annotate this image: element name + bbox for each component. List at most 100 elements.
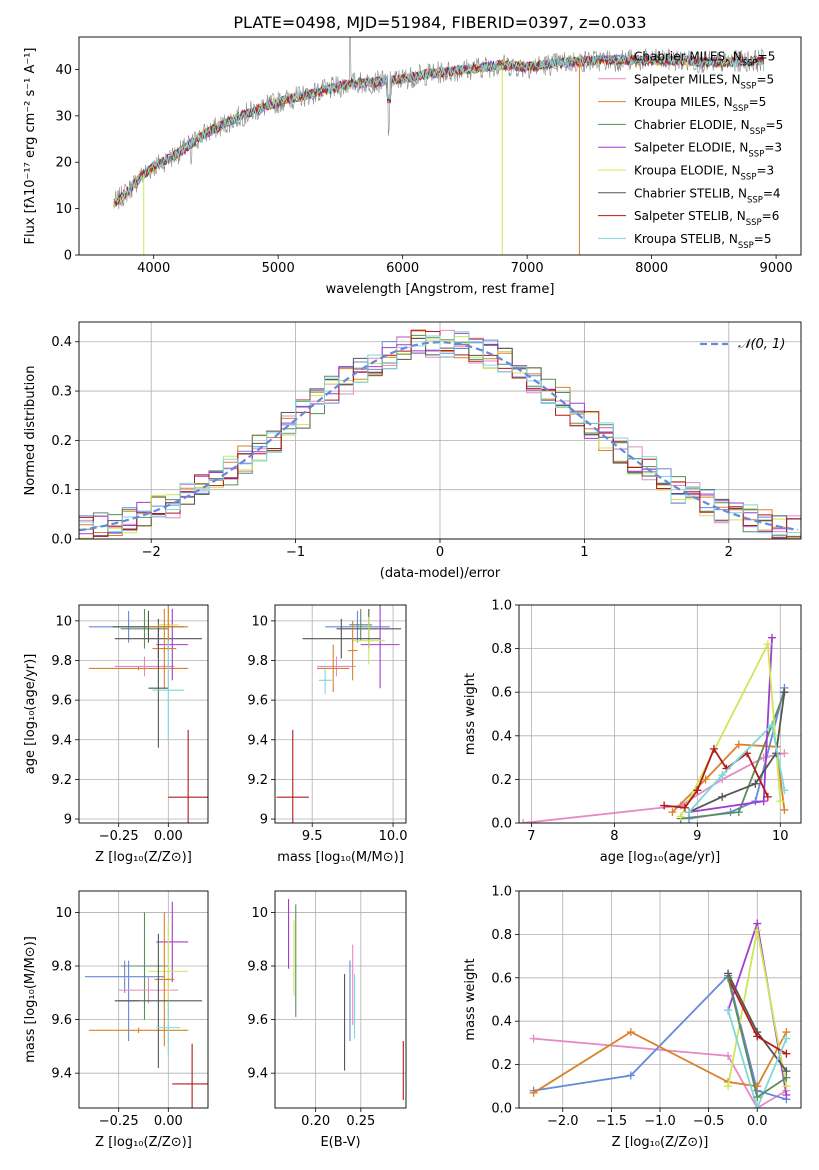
weight-point-marker — [767, 633, 776, 642]
weight-point-marker — [780, 786, 789, 795]
y-tick-label: 0.4 — [491, 729, 512, 744]
legend-label: Kroupa ELODIE, NSSP=3 — [634, 164, 774, 183]
weight-point-marker — [529, 1034, 538, 1043]
legend-label-tail: =6 — [762, 209, 780, 223]
error-bar-point — [156, 1000, 181, 1055]
error-bar-point — [276, 729, 309, 823]
weight-point-marker — [693, 786, 702, 795]
error-bar-point — [156, 608, 189, 681]
y-tick-label: 20 — [55, 156, 72, 171]
y-tick-label: 30 — [55, 109, 72, 124]
legend-label-sub: SSP — [746, 218, 762, 228]
y-tick-label: 9.8 — [51, 960, 72, 975]
y-tick-label: 1.0 — [491, 885, 512, 900]
weight-point-marker — [780, 805, 789, 814]
panel-mass-vs-age: 9.5 10.0 9 9.2 9.4 9.6 9.8 10 mass [log₁₀(M/M⊙)] — [247, 604, 408, 865]
x-tick-label: 8000 — [635, 261, 668, 276]
legend-label-sub: SSP — [738, 241, 754, 251]
legend-label-text: Kroupa MILES, N — [634, 95, 733, 109]
weight-point-marker — [753, 926, 762, 935]
weight-point-marker — [782, 1090, 791, 1099]
x-axis-label: age [log₁₀(age/yr)] — [600, 850, 721, 865]
error-bar-point — [114, 933, 203, 1068]
x-tick-label: −0.5 — [693, 1114, 725, 1129]
plot-content — [529, 919, 791, 1108]
weight-point-marker — [782, 1049, 791, 1058]
x-axis-label: Z [log₁₀(Z/Z⊙)] — [95, 1135, 192, 1150]
legend-label-sub: SSP — [733, 104, 749, 114]
x-tick-label: 10.0 — [379, 829, 408, 844]
legend-label-sub: SSP — [747, 195, 763, 205]
error-bar-point — [302, 618, 381, 659]
weight-point-marker — [685, 808, 694, 817]
x-axis-label: (data-model)/error — [380, 566, 501, 581]
panel-Z-vs-age: −0.25 0.00 9 9.2 9.4 9.6 9.8 10 Z [log₁₀(Z/Z⊙)] a… — [23, 604, 209, 865]
legend-label-tail: =5 — [766, 118, 784, 132]
y-axis-label: mass weight — [463, 673, 478, 755]
x-tick-label: 7000 — [511, 261, 544, 276]
plot-frame — [274, 890, 407, 1109]
y-axis-label: mass weight — [463, 958, 478, 1040]
y-tick-label: 10 — [55, 202, 72, 217]
y-tick-label: 9 — [260, 813, 268, 828]
y-tick-label: 0 — [64, 249, 72, 264]
x-axis-label: wavelength [Angstrom, rest frame] — [326, 282, 555, 297]
x-tick-label: −0.25 — [99, 1114, 139, 1129]
x-tick-label: −0.25 — [99, 829, 139, 844]
weight-point-marker — [767, 720, 776, 729]
weight-point-marker — [734, 740, 743, 749]
error-bar-point — [148, 628, 169, 748]
figure-title: PLATE=0498, MJD=51984, FIBERID=0397, z=0… — [233, 13, 646, 32]
plot-area — [79, 891, 208, 1108]
x-tick-label: 8 — [610, 829, 618, 844]
weight-point-marker — [529, 1088, 538, 1097]
x-tick-label: −1.0 — [644, 1114, 676, 1129]
legend-label-tail: =5 — [749, 95, 767, 109]
weight-series-line — [533, 1037, 787, 1108]
x-tick-label: −2.0 — [547, 1114, 579, 1129]
y-tick-label: 0.4 — [51, 335, 72, 350]
y-tick-label: 10 — [55, 906, 72, 921]
x-tick-label: 0.20 — [301, 1114, 330, 1129]
legend-label-text: Salpeter MILES, N — [634, 72, 741, 86]
y-tick-label: 10 — [55, 614, 72, 629]
y-tick-label: 0.1 — [51, 483, 72, 498]
plot-content — [288, 899, 404, 1100]
legend-label-tail: =5 — [756, 72, 774, 86]
plot-area — [79, 605, 208, 823]
y-tick-label: 9.8 — [51, 654, 72, 669]
plot-area — [275, 891, 406, 1108]
panel-spectrum: 4000 5000 6000 7000 8000 9000 0 10 20 30 40 wavelen… — [23, 36, 802, 297]
weight-point-marker — [724, 1006, 733, 1015]
x-tick-label: 9.5 — [302, 829, 323, 844]
panel-Z-vs-mass: −0.25 0.00 9.4 9.6 9.8 10 Z [log₁₀(Z/Z⊙)] mass … — [23, 890, 209, 1150]
x-tick-label: 10 — [772, 829, 789, 844]
plot-frame — [518, 604, 802, 824]
weight-point-marker — [734, 808, 743, 817]
weight-point-marker — [709, 744, 718, 753]
panel-residuals: −2 −1 0 1 2 0.0 0.1 0.2 0.3 0.4 (data-model)/error… — [23, 321, 802, 581]
error-bar-point — [154, 912, 175, 1047]
error-bar-point — [317, 644, 350, 693]
x-axis-label: Z [log₁₀(Z/Z⊙)] — [95, 850, 192, 865]
y-tick-label: 0.3 — [51, 385, 72, 400]
y-tick-label: 0.2 — [491, 773, 512, 788]
y-tick-label: 9.8 — [247, 960, 268, 975]
legend-label: Salpeter STELIB, NSSP=6 — [634, 209, 779, 228]
y-tick-label: 10 — [251, 906, 268, 921]
plot-frame — [518, 890, 802, 1109]
error-bar-point — [88, 666, 189, 671]
legend-label: Salpeter ELODIE, NSSP=3 — [634, 141, 782, 160]
y-tick-label: 9.4 — [247, 733, 268, 748]
weight-point-marker — [718, 792, 727, 801]
legend-label: Kroupa MILES, NSSP=5 — [634, 95, 766, 114]
error-bar-point — [360, 605, 400, 689]
weight-point-marker — [753, 1104, 762, 1108]
weight-point-marker — [782, 1034, 791, 1043]
y-axis-label: Normed distribution — [23, 366, 38, 496]
x-tick-label: 5000 — [262, 261, 295, 276]
weight-point-marker — [724, 1082, 733, 1091]
y-tick-label: 0.6 — [491, 686, 512, 701]
weight-point-marker — [753, 1032, 762, 1041]
model-spectrum-line — [113, 53, 765, 207]
